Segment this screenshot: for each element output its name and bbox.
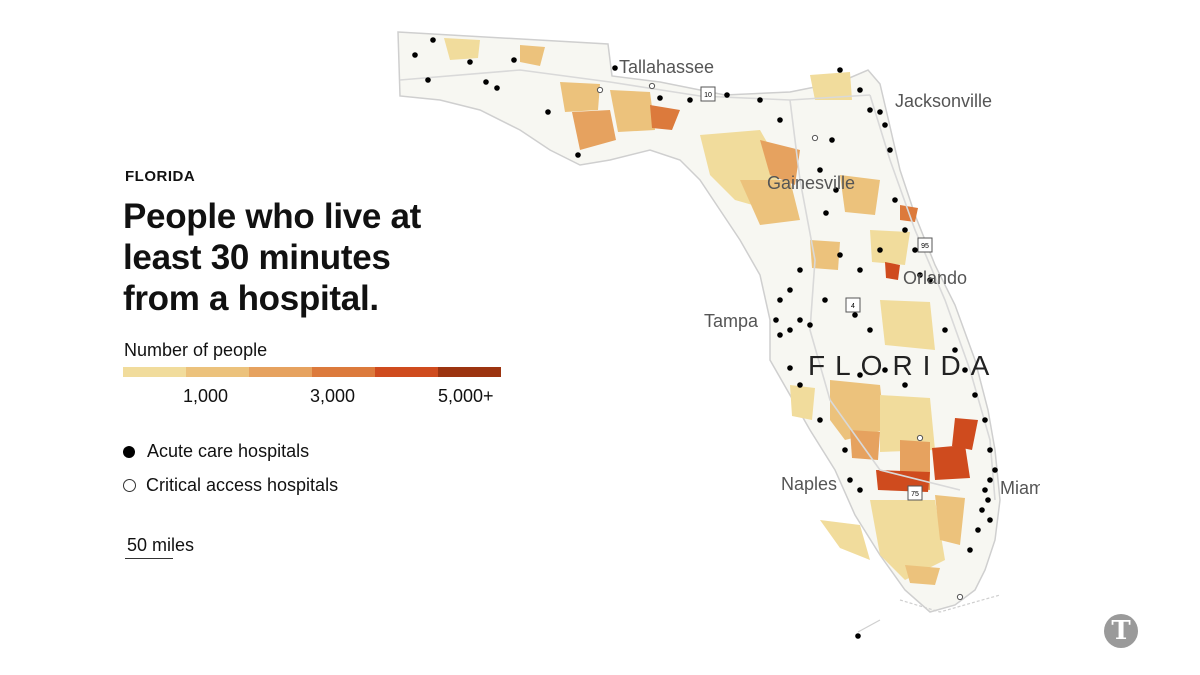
- interstate-shield-icon: [907, 485, 923, 501]
- hollow-dot-icon: [123, 479, 136, 492]
- hospital-dots: [412, 37, 998, 639]
- shield-label: 75: [911, 491, 919, 498]
- shield-label: 95: [921, 243, 929, 250]
- interstate-shield-icon: [917, 237, 933, 253]
- city-label: Miami: [1000, 478, 1040, 498]
- city-label: Orlando: [903, 268, 967, 288]
- ramp-tick: 3,000: [310, 386, 356, 406]
- headline: People who live at least 30 minutes from…: [123, 197, 422, 318]
- ramp-tick: 5,000+: [438, 386, 494, 406]
- legend-title: Number of people: [124, 340, 268, 360]
- ramp-swatch: [312, 367, 375, 377]
- acute-hospital-label: Acute care hospitals: [147, 441, 310, 461]
- county-fills: [444, 38, 978, 585]
- interstate-shield-icon: [845, 297, 861, 313]
- critical-hospital-key: Critical access hospitals: [123, 475, 338, 496]
- city-label: Tampa: [704, 311, 759, 331]
- scale-label: 50 miles: [127, 535, 195, 555]
- city-label: Gainesville: [767, 173, 855, 193]
- city-labels: Tallahassee Jacksonville Gainesville Orl…: [619, 57, 1040, 498]
- shield-label: 10: [704, 92, 712, 99]
- ramp-swatch: [186, 367, 249, 377]
- state-label: FLORIDA: [808, 350, 999, 381]
- interstate-shield-icon: [700, 86, 716, 102]
- color-ramp: [123, 367, 501, 377]
- ramp-swatch: [375, 367, 438, 377]
- ramp-swatch: [249, 367, 312, 377]
- florida-map: 10 95 4 75 Tallahassee: [397, 31, 1040, 639]
- city-label: Tallahassee: [619, 57, 714, 77]
- filled-dot-icon: [123, 445, 135, 458]
- shield-label: 4: [851, 303, 855, 310]
- scale-bar: [125, 558, 173, 559]
- critical-hospital-label: Critical access hospitals: [146, 475, 339, 495]
- ramp-swatch: [123, 367, 186, 377]
- city-label: Jacksonville: [895, 91, 992, 111]
- city-label: Naples: [781, 474, 837, 494]
- highways: [399, 69, 996, 501]
- shields: 10 95 4 75: [700, 86, 933, 501]
- publisher-logo: T: [1104, 614, 1138, 648]
- ramp-tick: 1,000: [183, 386, 229, 406]
- kicker: FLORIDA: [125, 168, 196, 185]
- critical-access-dots: [596, 82, 964, 601]
- acute-hospital-key: Acute care hospitals: [123, 441, 309, 462]
- ramp-swatch: [438, 367, 501, 377]
